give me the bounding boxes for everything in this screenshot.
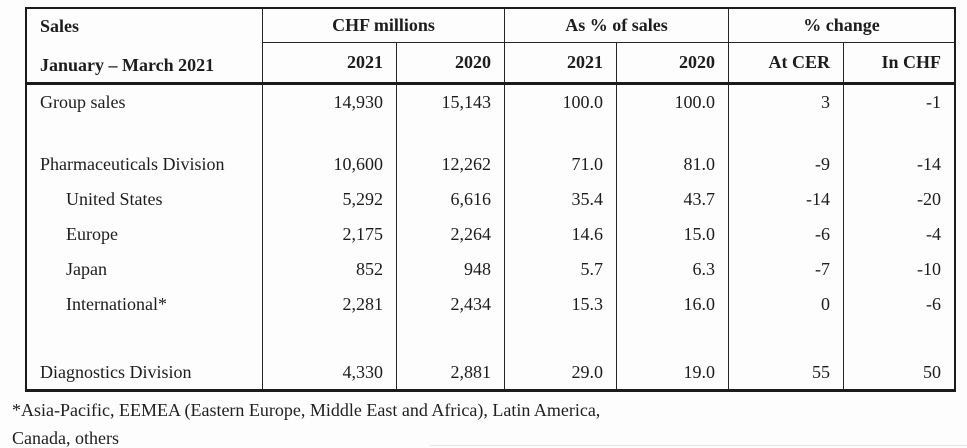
- value-cell: 100.0: [617, 85, 729, 119]
- page-edge-divider: [430, 445, 967, 446]
- table-row-group-sales: Group sales 14,930 15,143 100.0 100.0 3 …: [27, 85, 954, 119]
- header-col-chf-2021: 2021: [263, 43, 397, 82]
- row-label-cell: International*: [27, 287, 263, 322]
- value-cell: 16.0: [617, 287, 729, 322]
- value-cell: -14: [729, 182, 844, 217]
- header-group-pct-of-sales: As % of sales: [505, 9, 729, 43]
- table-period: January – March 2021: [40, 55, 215, 75]
- value-cell: -6: [926, 294, 941, 314]
- row-label-cell: Japan: [27, 252, 263, 287]
- table-row-europe: Europe 2,175 2,264 14.6 15.0 -6 -4: [27, 217, 954, 252]
- row-label-cell: Europe: [27, 217, 263, 252]
- value-cell: -1: [926, 91, 941, 112]
- value-cell: 14,930: [263, 85, 397, 119]
- value-cell: 2,881: [397, 356, 505, 389]
- value-cell: -20: [917, 189, 941, 209]
- row-label-cell: Group sales: [27, 85, 263, 119]
- value-cell: -7: [729, 252, 844, 287]
- value-cell: 852: [263, 252, 397, 287]
- value-cell: 6.3: [617, 252, 729, 287]
- footnote-line-2: Canada, others: [12, 428, 119, 448]
- value-cell: 14.6: [505, 217, 617, 252]
- value-cell: 15.3: [505, 287, 617, 322]
- value-cell: 55: [729, 356, 844, 389]
- value-cell: 19.0: [617, 356, 729, 389]
- value-cell: -14: [917, 154, 941, 174]
- row-label-cell: United States: [27, 182, 263, 217]
- row-label-cell: Pharmaceuticals Division: [27, 147, 263, 182]
- value-cell: 5,292: [263, 182, 397, 217]
- table-row-japan: Japan 852 948 5.7 6.3 -7 -10: [27, 252, 954, 287]
- sales-table: Sales January – March 2021 CHF millions …: [25, 7, 956, 392]
- value-cell: 2,175: [263, 217, 397, 252]
- value-cell: 6,616: [397, 182, 505, 217]
- value-cell: 15.0: [617, 217, 729, 252]
- header-title-cell: Sales January – March 2021: [27, 9, 263, 82]
- value-cell: 43.7: [617, 182, 729, 217]
- table-spacer-row: [27, 322, 954, 356]
- value-cell: 15,143: [397, 85, 505, 119]
- value-cell: 4,330: [263, 356, 397, 389]
- table-row-international: International* 2,281 2,434 15.3 16.0 0 -…: [27, 287, 954, 322]
- header-col-pct-2021: 2021: [505, 43, 617, 82]
- table-row-united-states: United States 5,292 6,616 35.4 43.7 -14 …: [27, 182, 954, 217]
- value-cell: 2,281: [263, 287, 397, 322]
- table-row-pharmaceuticals-division: Pharmaceuticals Division 10,600 12,262 7…: [27, 147, 954, 182]
- table-title: Sales: [40, 16, 80, 36]
- row-label-cell: Diagnostics Division: [27, 356, 263, 389]
- value-cell: 10,600: [263, 147, 397, 182]
- table-header: Sales January – March 2021 CHF millions …: [27, 9, 954, 85]
- footnote-line-1: *Asia-Pacific, EEMEA (Eastern Europe, Mi…: [12, 400, 601, 420]
- header-col-chf-2020: 2020: [397, 43, 505, 82]
- header-col-at-cer: At CER: [729, 43, 844, 82]
- value-cell: -6: [729, 217, 844, 252]
- value-cell: 2,434: [397, 287, 505, 322]
- value-cell: 29.0: [505, 356, 617, 389]
- table-footnote: *Asia-Pacific, EEMEA (Eastern Europe, Mi…: [12, 396, 600, 448]
- value-cell: 12,262: [397, 147, 505, 182]
- value-cell: -10: [917, 259, 941, 279]
- value-cell: 5.7: [505, 252, 617, 287]
- header-group-pct-change: % change: [729, 9, 954, 43]
- header-col-in-chf: In CHF: [881, 52, 941, 72]
- header-col-pct-2020: 2020: [617, 43, 729, 82]
- table-row-diagnostics-division: Diagnostics Division 4,330 2,881 29.0 19…: [27, 356, 954, 389]
- value-cell: 3: [729, 85, 844, 119]
- value-cell: 100.0: [505, 85, 617, 119]
- value-cell: -9: [729, 147, 844, 182]
- value-cell: 0: [729, 287, 844, 322]
- header-group-chf-millions: CHF millions: [263, 9, 505, 43]
- table-body: Group sales 14,930 15,143 100.0 100.0 3 …: [27, 85, 954, 389]
- value-cell: 2,264: [397, 217, 505, 252]
- value-cell: 948: [397, 252, 505, 287]
- value-cell: -4: [926, 224, 941, 244]
- value-cell: 81.0: [617, 147, 729, 182]
- value-cell: 35.4: [505, 182, 617, 217]
- value-cell: 50: [923, 362, 941, 382]
- table-spacer-row: [27, 119, 954, 147]
- value-cell: 71.0: [505, 147, 617, 182]
